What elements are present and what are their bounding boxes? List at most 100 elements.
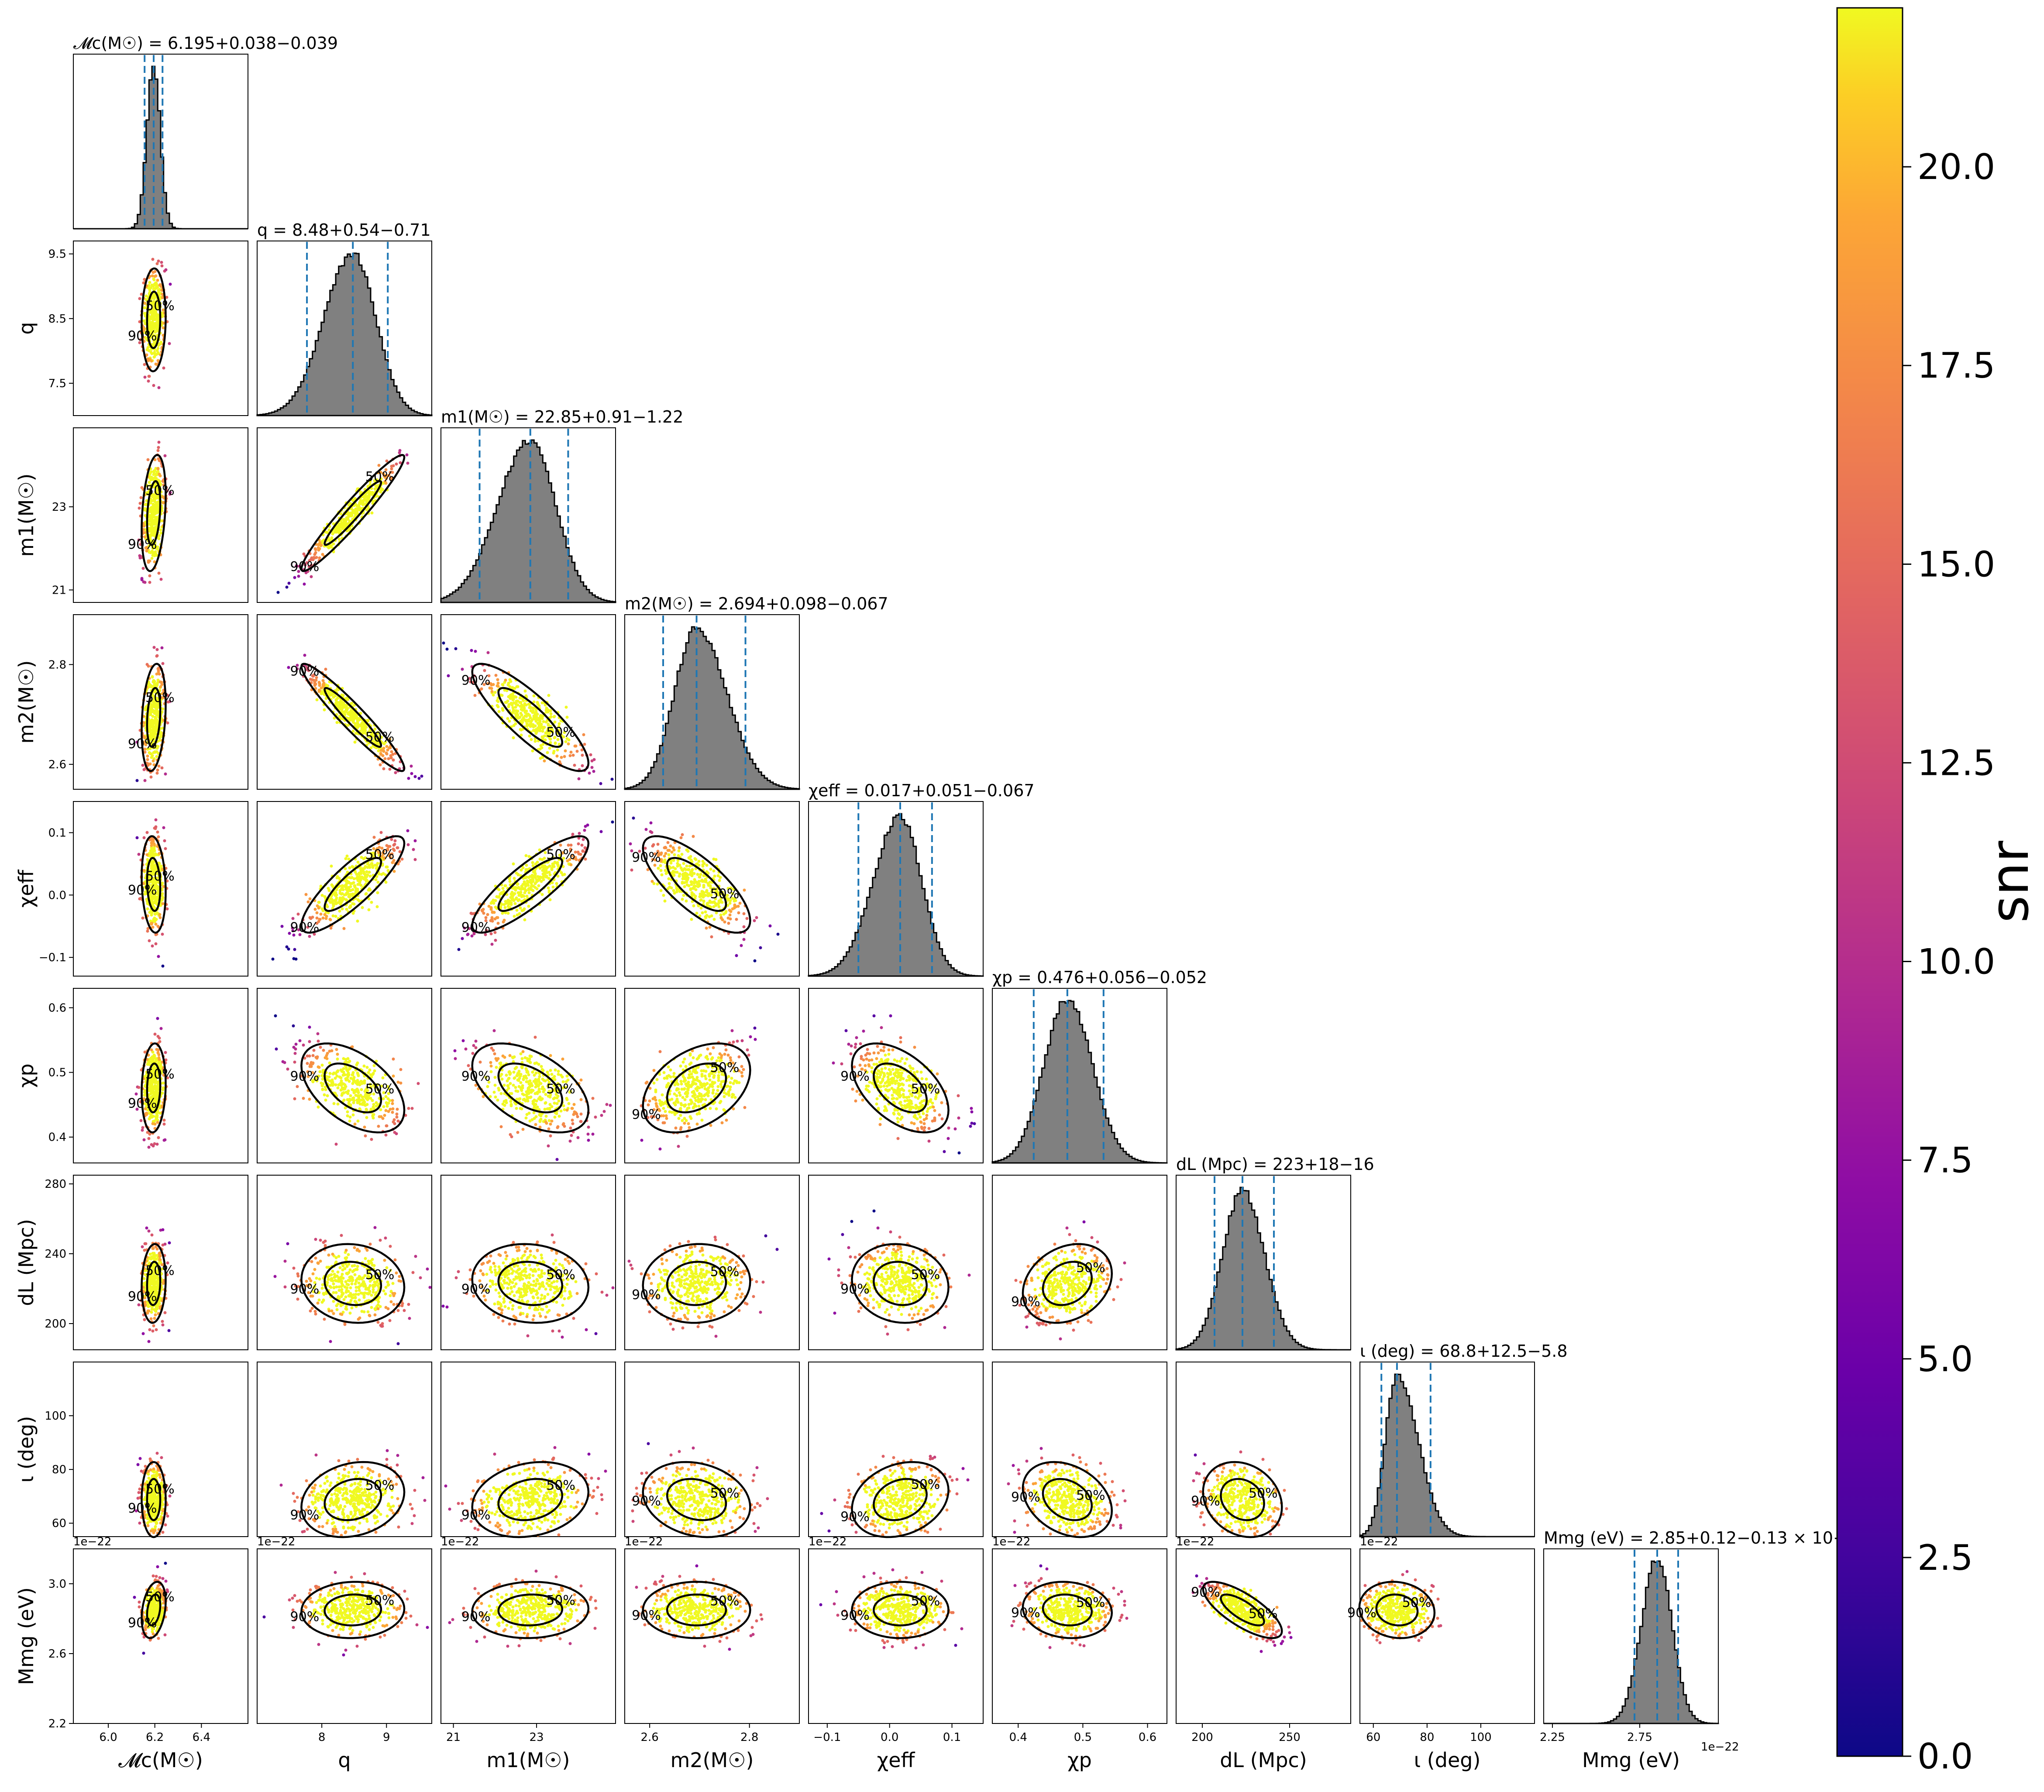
contour-90%: [642, 1461, 751, 1538]
y-axis-label-m1: m1(M☉): [14, 474, 38, 557]
contour-label: 50%: [1076, 1488, 1105, 1503]
scatter-points: [568, 1114, 603, 1143]
scatter-points: [654, 1469, 740, 1530]
contour-label: 50%: [546, 725, 575, 740]
scatter-points: [1364, 1589, 1427, 1636]
contour-label: 50%: [145, 1589, 175, 1605]
contour-90%: [300, 454, 406, 572]
scatter-points: [911, 1468, 943, 1497]
scatter-points: [358, 1595, 392, 1636]
y-axis-label-iota: ι (deg): [14, 1416, 38, 1483]
scatter-points: [1029, 1602, 1108, 1630]
scatter-points: [660, 1071, 743, 1118]
scatter-points: [661, 1106, 747, 1125]
y-axis-label-dL: dL (Mpc): [14, 1219, 38, 1306]
contour-90%: [300, 1042, 406, 1134]
histogram-bars: [1359, 1373, 1535, 1537]
scatter-points: [496, 684, 570, 746]
scatter-points: [296, 1458, 359, 1499]
y-axis-label-q: q: [14, 322, 38, 334]
scatter-points: [486, 841, 562, 916]
contour-90%: [300, 1461, 406, 1538]
contour-90%: [1202, 1461, 1283, 1538]
scatter-points: [1206, 1482, 1275, 1506]
scatter-points: [298, 1507, 414, 1522]
scatter-points: [479, 1249, 574, 1320]
contour-50%: [323, 480, 382, 546]
contour-50%: [873, 1261, 928, 1306]
scatter-points: [1076, 1245, 1109, 1270]
contour-label: 90%: [840, 1608, 870, 1623]
scatter-points: [874, 1590, 908, 1634]
scatter-points: [148, 677, 155, 763]
scatter-points: [884, 1463, 923, 1534]
scatter-points: [481, 1599, 577, 1617]
scatter-points: [144, 1299, 164, 1315]
scatter-panel-m2-vs-q: 50%90%: [257, 614, 432, 790]
scatter-points: [317, 1065, 381, 1118]
scatter-points: [306, 1075, 385, 1120]
contour-50%: [497, 1478, 564, 1521]
contour-label: 90%: [632, 1287, 661, 1303]
scatter-frame: [257, 1548, 432, 1724]
colorbar-tick-label: 10.0: [1917, 942, 1995, 982]
x-tick-label: 21: [446, 1731, 461, 1744]
scatter-points: [865, 1259, 929, 1302]
scatter-points: [533, 1458, 561, 1537]
contour-label: 90%: [461, 920, 491, 935]
scatter-points: [141, 483, 165, 535]
scatter-frame: [440, 614, 616, 790]
scatter-points: [484, 1254, 502, 1302]
contour-label: 90%: [128, 1289, 157, 1304]
y-tick-label: 2.6: [48, 758, 66, 771]
scatter-points: [653, 1052, 712, 1099]
contour-label: 90%: [461, 1282, 491, 1297]
contour-label: 50%: [145, 299, 175, 314]
scatter-points: [145, 284, 162, 357]
scatter-panel-m1-vs-q: 50% 90%: [257, 427, 432, 603]
hist-panel-dL: dL (Mpc) = 223+18−16: [1175, 1155, 1374, 1351]
scatter-panel-iota-vs-Mc: 50% 90% 60 80 100 ι (deg): [14, 1362, 248, 1538]
scatter-points: [713, 1587, 742, 1627]
scatter-points: [387, 474, 393, 481]
scatter-points: [308, 1620, 341, 1637]
scatter-panel-iota-vs-chi_eff: 50% 90%: [808, 1362, 984, 1538]
contour-50%: [323, 687, 382, 748]
scatter-points: [332, 1585, 356, 1590]
scatter-points: [1032, 1585, 1047, 1594]
scatter-panel-dL-vs-chi_eff: 50% 90%: [808, 1175, 984, 1350]
scatter-points: [1030, 1251, 1104, 1314]
hist-panel-Mc: 𝓜c(M☉) = 6.195+0.038−0.039: [73, 34, 338, 230]
hist-panel-m2: m2(M☉) = 2.694+0.098−0.067: [624, 594, 888, 790]
contour-label: 90%: [632, 1107, 661, 1122]
scatter-points: [325, 1057, 395, 1078]
scatter-points: [372, 847, 378, 852]
scatter-points: [562, 1619, 579, 1631]
scatter-points: [512, 1241, 588, 1266]
scatter-points: [671, 1280, 765, 1331]
scatter-points: [143, 501, 165, 539]
scatter-points: [702, 1467, 742, 1508]
scatter-points: [314, 464, 381, 551]
scatter-points: [1017, 1472, 1127, 1503]
scatter-points: [655, 1253, 741, 1316]
scatter-points: [851, 1058, 936, 1120]
scatter-points: [654, 1098, 699, 1126]
scatter-points: [140, 262, 159, 296]
y-tick-label: 2.6: [48, 1648, 66, 1661]
histogram-bars: [1175, 1187, 1351, 1351]
x-tick-label: 0.4: [1009, 1731, 1027, 1744]
scatter-points: [864, 1476, 933, 1487]
scatter-points: [305, 1246, 356, 1283]
contour-label: 90%: [1011, 1294, 1040, 1310]
contour-label: 50%: [546, 1593, 575, 1608]
contour-label: 90%: [461, 1610, 491, 1625]
scatter-points: [307, 1271, 398, 1294]
scatter-points: [142, 721, 147, 739]
scatter-points: [684, 1246, 740, 1319]
scatter-points: [143, 472, 161, 551]
scatter-points: [296, 1272, 380, 1324]
scatter-points: [867, 1063, 939, 1076]
scatter-points: [322, 1049, 403, 1071]
contour-label: 50%: [145, 1066, 175, 1082]
